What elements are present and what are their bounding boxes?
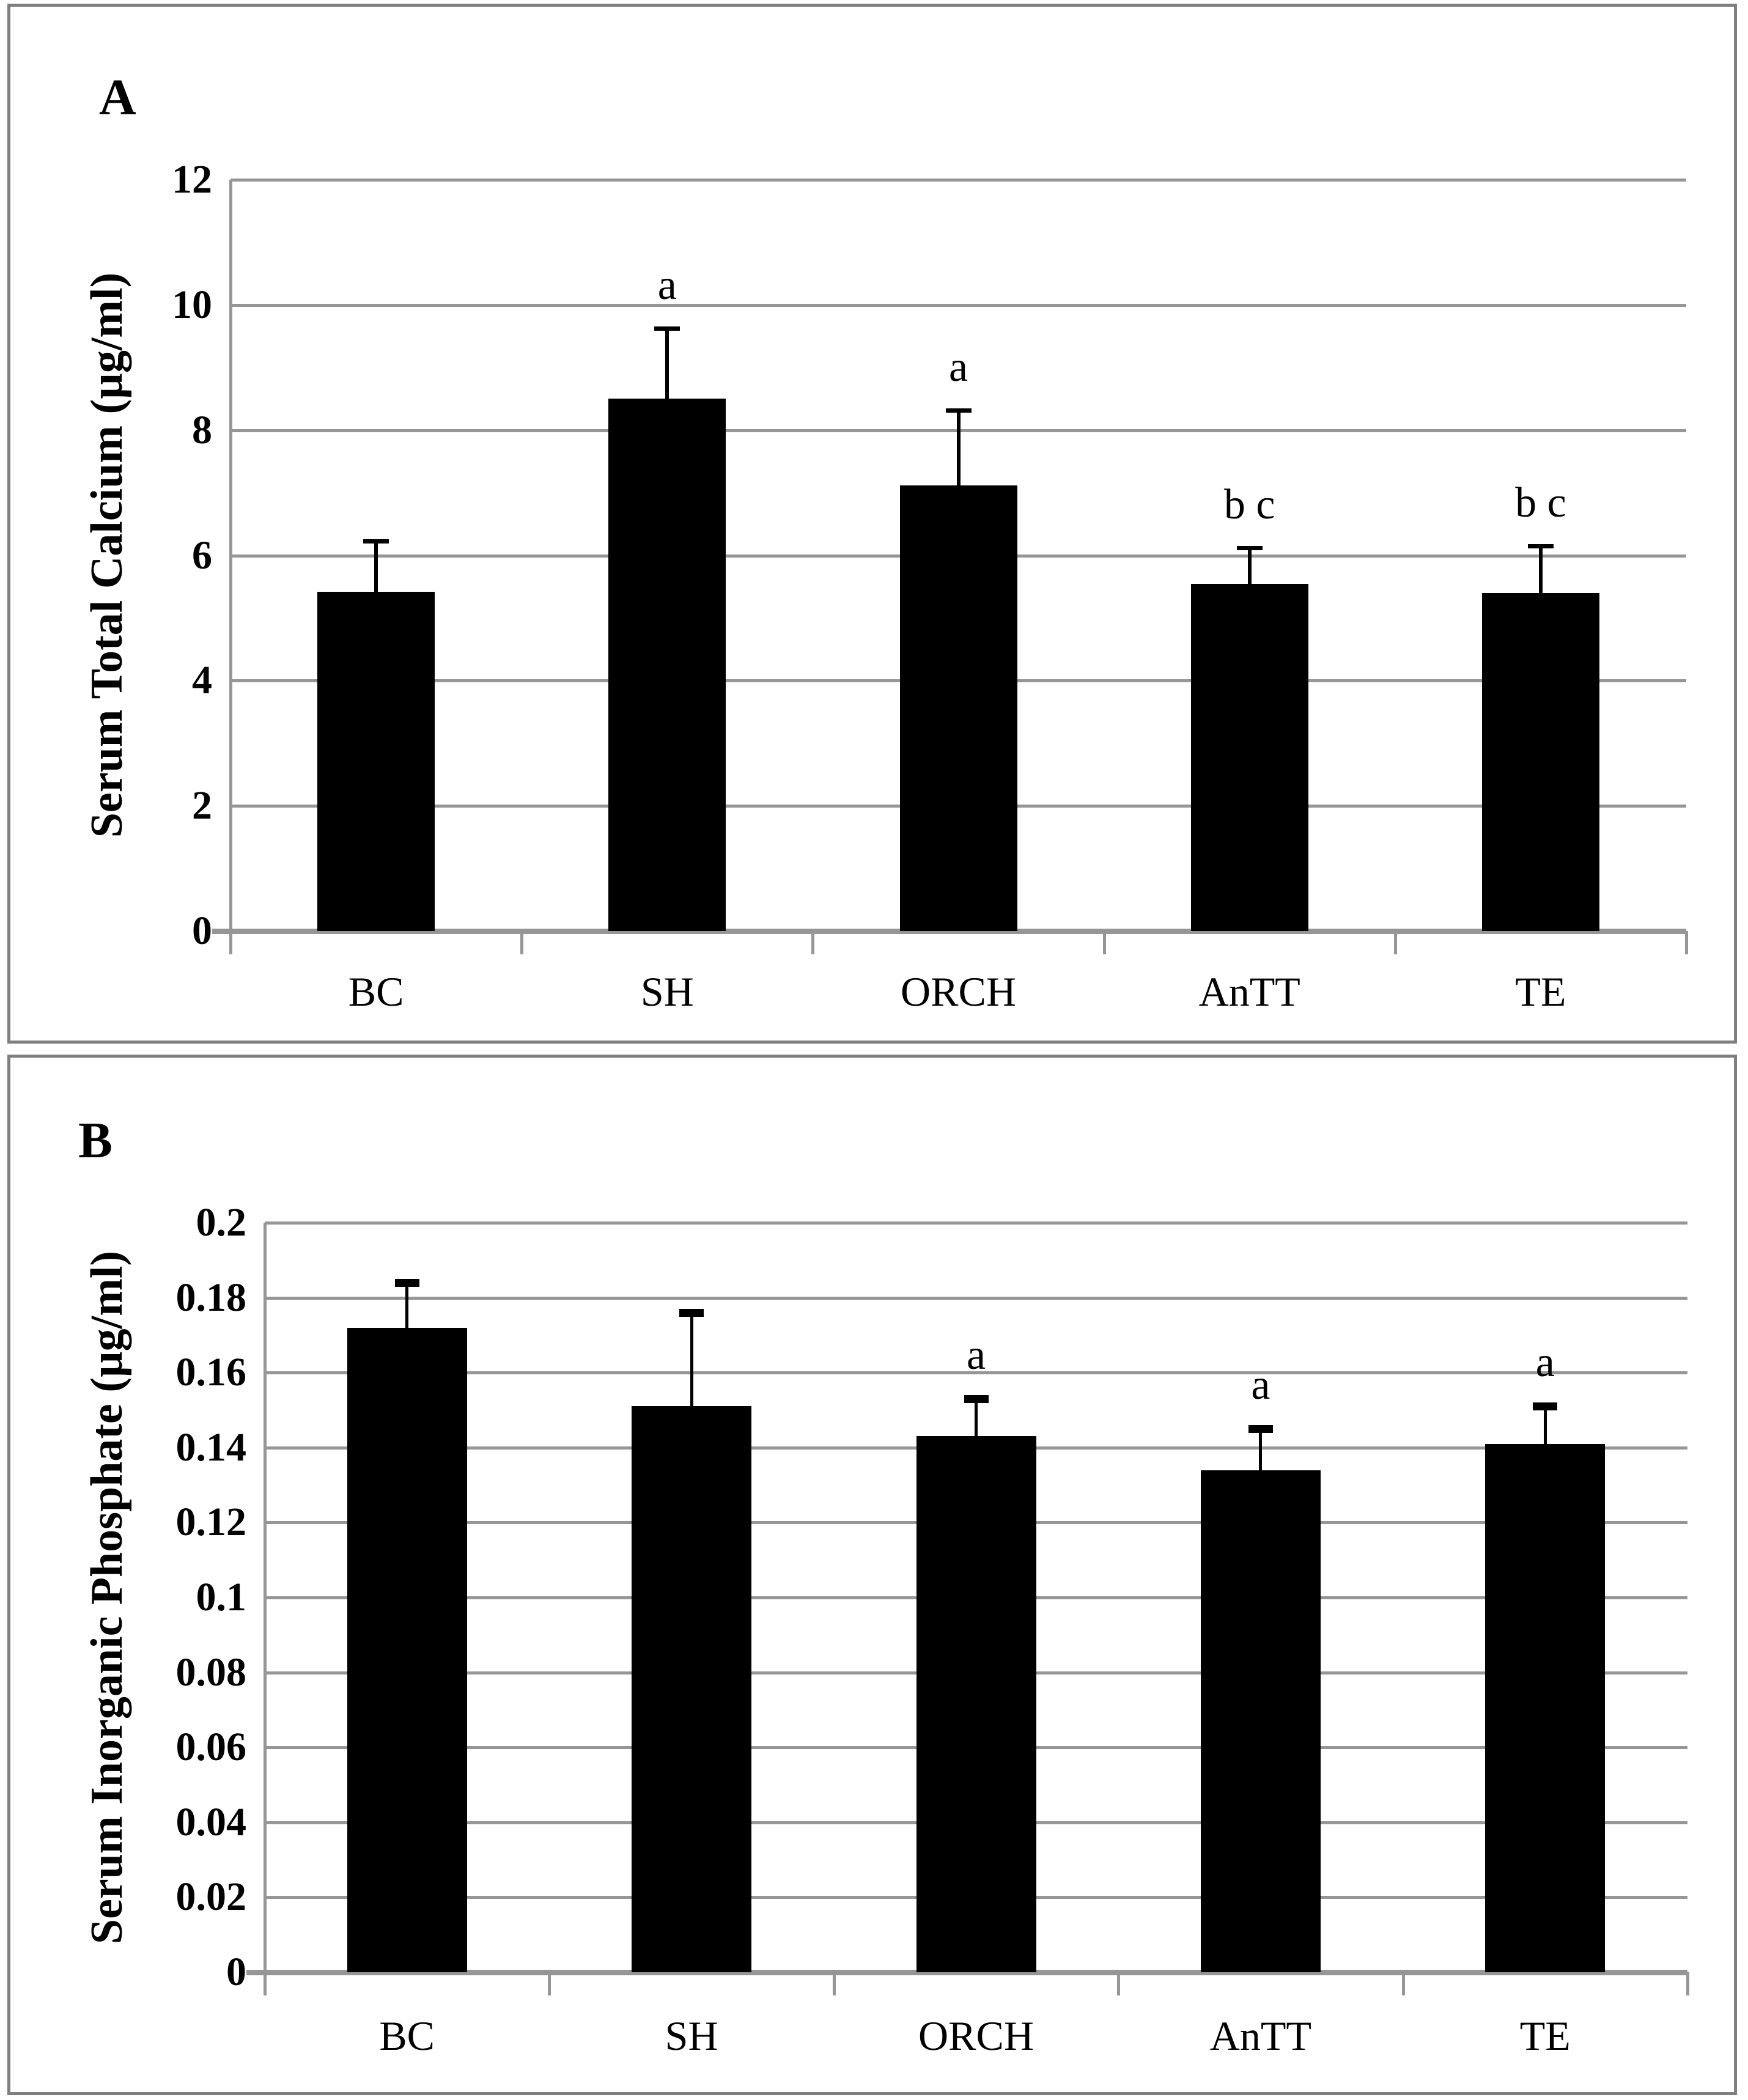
x-axis-boundary-tick: [1686, 1972, 1689, 1995]
y-axis-tick-label: 0.14: [175, 1424, 247, 1470]
significance-label: b c: [1515, 479, 1566, 527]
x-axis-boundary-tick: [1401, 1972, 1405, 1995]
y-axis-tick-label: 0: [226, 1950, 246, 1994]
y-axis-tick-label: 0.18: [175, 1275, 247, 1320]
error-bar-cap: [1236, 546, 1263, 551]
significance-label: a: [1251, 1361, 1270, 1409]
y-axis-tick-label: 12: [172, 157, 212, 202]
y-axis-tick-label: 0: [192, 908, 212, 953]
panel-b-plot-area: 0.2 0.18 0.16 0.14 0.12 0.1 0.08 0.06 0.04 0.02 0 B…: [176, 1201, 1689, 2057]
error-bar-stem: [975, 1394, 978, 1437]
error-bar-stem: [1259, 1425, 1263, 1470]
gridline: [265, 1221, 1687, 1225]
bar-bc: [347, 1327, 467, 1972]
x-axis-category-label: AnTT: [1198, 968, 1300, 1015]
x-axis-boundary-tick: [520, 931, 524, 954]
panel-b-letter: B: [78, 1112, 113, 1169]
error-bar-stem: [1247, 546, 1252, 584]
bar-antt: [1190, 583, 1308, 931]
error-bar-stem: [1538, 544, 1543, 593]
y-axis-tick-label: 6: [192, 532, 212, 578]
x-axis-category-label: SH: [640, 968, 694, 1015]
bar-orch: [899, 485, 1017, 931]
error-bar-stem: [405, 1278, 409, 1328]
error-bar-cap: [654, 326, 680, 331]
gridline: [230, 179, 1686, 182]
bar-sh: [632, 1406, 752, 1972]
error-bar-cap: [1533, 1402, 1558, 1411]
x-axis-category-label: ORCH: [901, 968, 1016, 1015]
gridline: [265, 1371, 1687, 1375]
y-axis-tick-label: 0.16: [175, 1350, 247, 1395]
y-axis-tick-label: 0.1: [196, 1575, 247, 1619]
y-axis-tick-label: 10: [172, 282, 212, 327]
error-bar-cap: [394, 1278, 419, 1287]
x-axis-category-label: ORCH: [918, 2013, 1034, 2059]
error-bar-cap: [1248, 1425, 1273, 1434]
x-axis-boundary-tick: [548, 1972, 551, 1995]
x-axis-category-label: BC: [348, 968, 404, 1015]
error-bar-cap: [1527, 544, 1554, 549]
y-axis-tick-label: 4: [192, 658, 212, 703]
x-axis-line: [212, 929, 1686, 934]
significance-label: a: [966, 1331, 986, 1379]
y-axis-tick-label: 0.12: [175, 1500, 247, 1545]
y-axis-tick-label: 0.04: [175, 1799, 247, 1844]
y-axis-tick-label: 0.2: [196, 1200, 247, 1245]
bar-bc: [317, 591, 435, 931]
x-axis-category-label: BC: [379, 2013, 435, 2059]
bar-antt: [1200, 1470, 1321, 1972]
significance-label: a: [657, 261, 677, 309]
x-axis-boundary-tick: [1393, 931, 1397, 954]
error-bar-stem: [956, 408, 961, 485]
x-axis-category-label: TE: [1519, 2013, 1571, 2059]
y-axis-tick-label: 0.02: [175, 1874, 247, 1920]
x-axis-line: [246, 1970, 1687, 1975]
x-axis-boundary-tick: [832, 1972, 836, 1995]
bar-sh: [608, 399, 726, 931]
error-bar-cap: [964, 1394, 989, 1403]
error-bar-cap: [363, 539, 389, 543]
error-bar-stem: [690, 1308, 693, 1407]
bar-te: [1485, 1443, 1606, 1972]
y-axis-tick-label: 0.08: [175, 1649, 247, 1695]
significance-label: a: [948, 343, 968, 391]
error-bar-stem: [1543, 1402, 1547, 1444]
panel-a-letter: A: [99, 69, 136, 126]
panel-a: A Serum Total Calcium (µg/ml) 12 10 8 6 4 2 0 B…: [7, 4, 1737, 1044]
significance-label: b c: [1223, 481, 1275, 529]
y-axis-tick-label: 8: [192, 407, 212, 452]
error-bar-cap: [679, 1308, 704, 1317]
error-bar-cap: [945, 408, 972, 413]
significance-label: a: [1535, 1339, 1555, 1387]
y-axis-tick-label: 2: [192, 783, 212, 828]
gridline: [265, 1296, 1687, 1300]
x-axis-boundary-tick: [811, 931, 815, 954]
x-axis-boundary-tick: [1117, 1972, 1121, 1995]
gridline: [230, 303, 1686, 307]
y-axis-line: [264, 1223, 267, 1995]
y-axis-line: [229, 180, 232, 954]
error-bar-stem: [665, 326, 669, 399]
y-axis-tick-label: 0.06: [175, 1725, 247, 1770]
panel-a-plot-area: 12 10 8 6 4 2 0 BC a SH a ORCH b c AnTT b c TE: [172, 158, 1688, 1012]
x-axis-boundary-tick: [1102, 931, 1106, 954]
x-axis-category-label: TE: [1515, 968, 1566, 1015]
x-axis-category-label: SH: [665, 2013, 718, 2059]
bar-te: [1481, 592, 1599, 931]
bar-orch: [916, 1436, 1036, 1972]
x-axis-boundary-tick: [1685, 931, 1688, 954]
error-bar-stem: [374, 539, 378, 592]
x-axis-category-label: AnTT: [1209, 2013, 1311, 2059]
panel-b: B Serum Inorganic Phosphate (µg/ml) 0.2 0…: [7, 1055, 1737, 2095]
